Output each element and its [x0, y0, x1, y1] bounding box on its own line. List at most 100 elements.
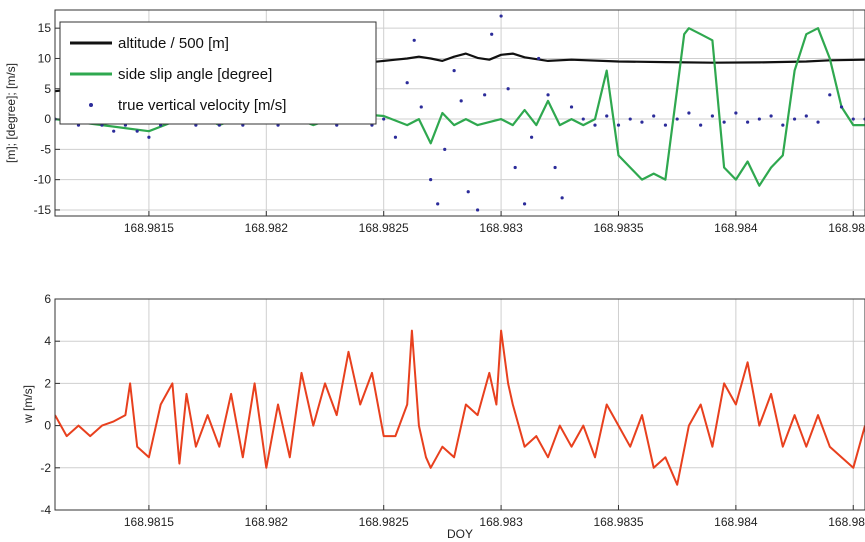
series-point-true [652, 114, 656, 118]
series-point-true [530, 135, 534, 139]
legend-label-side-slip: side slip angle [degree] [118, 66, 272, 83]
series-point-true [560, 196, 564, 200]
series-point-true [546, 93, 550, 97]
series-line-w [55, 329, 865, 486]
bottom-plot-area [55, 329, 865, 486]
bottom-y-tick-label: 6 [44, 292, 51, 306]
series-point-true [405, 81, 409, 85]
top-x-tick-label: 168.984 [714, 221, 758, 235]
series-point-true [499, 14, 503, 18]
series-point-true [459, 99, 463, 103]
series-line-side [55, 27, 865, 187]
bottom-grid [55, 298, 865, 511]
series-point-true [412, 38, 416, 42]
bottom-chart: 168.9815 168.982 168.9825 168.983 168.9835 16… [21, 292, 865, 541]
series-point-true [537, 56, 541, 61]
top-ticks: 168.9815 168.982 168.9825 168.983 168.9835 16… [34, 21, 865, 235]
series-point-true [734, 111, 738, 115]
bottom-x-tick-label: 168.982 [245, 515, 289, 529]
series-point-true [781, 123, 785, 127]
series-point-true [513, 165, 517, 170]
series-point-true [553, 165, 557, 170]
top-x-tick-label: 168.9835 [593, 221, 643, 235]
bottom-x-tick-label: 168.983 [479, 515, 523, 529]
top-x-tick-label: 168.9825 [359, 221, 409, 235]
series-point-true [593, 123, 597, 127]
series-point-true [443, 147, 447, 151]
bottom-x-tick-label: 168.9835 [593, 515, 643, 529]
series-point-true [569, 105, 574, 109]
series-point-true [792, 117, 797, 121]
series-point-true [616, 123, 621, 127]
top-x-tick-label: 168.983 [479, 221, 523, 235]
top-y-tick-label: -5 [40, 142, 51, 156]
top-x-tick-label: 168.9845 [828, 221, 865, 235]
series-point-true [769, 114, 773, 118]
series-point-true [483, 93, 487, 97]
series-point-true [828, 93, 832, 97]
top-y-tick-label: -15 [34, 203, 52, 217]
series-point-true [699, 123, 703, 127]
series-point-true [687, 111, 691, 115]
series-point-true [419, 105, 423, 109]
bottom-x-axis-label: DOY [447, 527, 473, 541]
top-axes-frame [54, 9, 865, 217]
series-point-true [851, 117, 855, 121]
series-point-true [675, 117, 679, 121]
series-point-true [757, 117, 761, 121]
series-point-true [429, 178, 433, 182]
series-point-true [506, 87, 510, 91]
series-point-true [436, 202, 440, 206]
bottom-y-tick-label: -2 [40, 461, 51, 475]
bottom-x-tick-label: 168.984 [714, 515, 758, 529]
series-point-true [382, 117, 386, 121]
bottom-y-tick-label: 2 [44, 376, 51, 390]
bottom-ticks: 168.9815 168.982 168.9825 168.983 168.9835 16… [40, 292, 865, 529]
series-point-true [628, 117, 632, 121]
series-point-true [722, 120, 726, 124]
series-point-true [804, 114, 808, 118]
series-point-true [490, 32, 494, 36]
series-point-true [522, 202, 527, 206]
series-point-true [605, 114, 609, 118]
series-point-true [663, 123, 668, 127]
legend: altitude / 500 [m] side slip angle [degr… [59, 21, 377, 125]
legend-label-vertical-velocity: true vertical velocity [m/s] [118, 97, 286, 114]
top-y-tick-label: 5 [44, 82, 51, 96]
series-point-true [710, 114, 714, 118]
series-point-true [452, 68, 456, 73]
series-point-true [746, 120, 750, 124]
top-y-tick-label: -10 [34, 173, 52, 187]
bottom-y-axis-label: w [m/s] [21, 385, 35, 424]
top-y-tick-label: 0 [44, 112, 51, 126]
series-point-true [135, 129, 139, 133]
series-point-true [476, 208, 480, 212]
series-point-true [466, 190, 470, 194]
bottom-axes-frame [54, 298, 865, 511]
bottom-x-tick-label: 168.9815 [124, 515, 174, 529]
bottom-y-tick-label: 0 [44, 419, 51, 433]
top-y-tick-label: 10 [38, 51, 52, 65]
legend-label-altitude: altitude / 500 [m] [118, 35, 229, 52]
legend-box [59, 21, 377, 125]
top-chart: 168.9815 168.982 168.9825 168.983 168.9835 16… [4, 9, 865, 235]
legend-marker-vertical-velocity [89, 103, 93, 107]
series-point-true [581, 117, 585, 121]
top-x-tick-label: 168.982 [245, 221, 289, 235]
series-point-true [839, 105, 844, 109]
series-line-altitude [55, 52, 865, 93]
series-point-true [640, 120, 644, 124]
bottom-y-tick-label: 4 [44, 334, 51, 348]
top-y-tick-label: 15 [38, 21, 52, 35]
top-y-axis-label: [m]; [degree]; [m/s] [4, 63, 18, 163]
series-point-true [112, 129, 116, 133]
bottom-x-tick-label: 168.9845 [828, 515, 865, 529]
top-x-tick-label: 168.9815 [124, 221, 174, 235]
series-point-true [393, 135, 398, 139]
bottom-x-tick-label: 168.9825 [359, 515, 409, 529]
bottom-y-tick-label: -4 [40, 503, 51, 517]
series-point-true [147, 135, 151, 139]
series-point-true [816, 120, 820, 124]
top-plot-area [55, 14, 865, 212]
